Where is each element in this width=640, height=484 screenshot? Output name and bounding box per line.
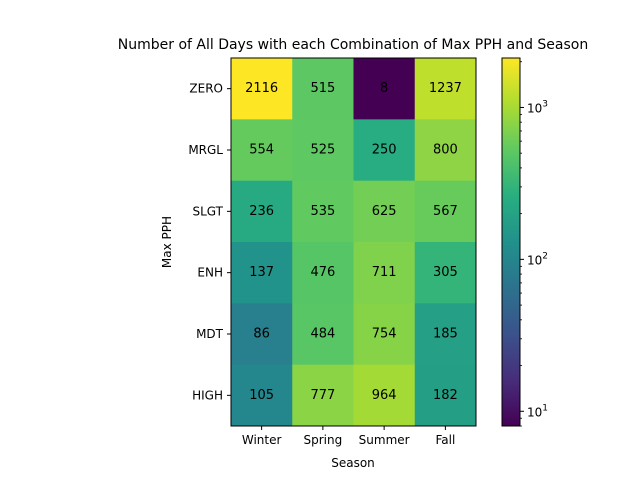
heatmap-cell (231, 58, 293, 120)
heatmap-cell (414, 119, 477, 182)
cell-value-label: 777 (310, 388, 335, 403)
heatmap-cell (414, 303, 477, 366)
heatmap-cell (292, 364, 354, 427)
cell-value-label: 800 (433, 143, 458, 158)
x-tick-label: Summer (359, 433, 410, 447)
colorbar-tick-label: 102 (527, 251, 548, 267)
cell-value-label: 105 (249, 388, 274, 403)
heatmap-cell-labels: 2116 515 8 1237 554 525 250 800 236 535 625 567 137 4… (245, 81, 462, 403)
cell-value-label: 250 (372, 143, 397, 158)
cell-value-label: 476 (310, 265, 335, 280)
x-tick-label: Winter (242, 433, 282, 447)
heatmap-cell (231, 364, 293, 427)
heatmap-cell (292, 303, 354, 366)
colorbar (501, 57, 521, 427)
cell-value-label: 1237 (429, 81, 462, 96)
heatmap-cells (231, 58, 477, 427)
y-axis-ticks: ZERO MRGL SLGT ENH MDT HIGH (188, 82, 231, 402)
y-tick-label: HIGH (192, 388, 223, 402)
y-tick-label: SLGT (192, 204, 223, 218)
heatmap-cell (414, 58, 477, 120)
heatmap-cell (414, 242, 477, 304)
heatmap-cell (353, 364, 416, 427)
cell-value-label: 182 (433, 388, 458, 403)
cell-value-label: 535 (310, 204, 335, 219)
x-tick-label: Spring (304, 433, 343, 447)
cell-value-label: 964 (372, 388, 397, 403)
cell-value-label: 554 (249, 143, 274, 158)
y-tick-label: MRGL (188, 143, 223, 157)
cell-value-label: 625 (372, 204, 397, 219)
heatmap-cell (231, 180, 293, 243)
cell-value-label: 484 (310, 327, 335, 342)
heatmap-cell (292, 119, 354, 182)
y-tick-label: ZERO (189, 82, 223, 96)
cell-value-label: 236 (249, 204, 274, 219)
heatmap-cell (231, 303, 293, 366)
colorbar-ticks: 101 102 103 (520, 61, 548, 427)
y-axis-label: Max PPH (160, 216, 174, 268)
cell-value-label: 754 (372, 327, 397, 342)
plot-frame (230, 57, 477, 427)
cell-value-label: 305 (433, 265, 458, 280)
cell-value-label: 525 (310, 143, 335, 158)
heatmap-cell (414, 364, 477, 427)
chart-title: Number of All Days with each Combination… (118, 37, 588, 53)
cell-value-label: 711 (372, 265, 397, 280)
cell-value-label: 567 (433, 204, 458, 219)
heatmap-cell (353, 242, 416, 304)
y-tick-label: MDT (196, 327, 224, 341)
cell-value-label: 2116 (245, 81, 278, 96)
cell-value-label: 515 (310, 81, 335, 96)
heatmap-cell (353, 303, 416, 366)
cell-value-label: 8 (380, 81, 388, 96)
heatmap-cell (353, 58, 416, 120)
colorbar-tick-label: 103 (527, 99, 548, 115)
heatmap-cell (414, 180, 477, 243)
heatmap-cell (292, 242, 354, 304)
heatmap-cell (353, 180, 416, 243)
x-axis-ticks: Winter Spring Summer Fall (242, 426, 455, 447)
heatmap-cell (231, 242, 293, 304)
cell-value-label: 86 (253, 327, 270, 342)
heatmap-cell (231, 119, 293, 182)
colorbar-tick-label: 101 (527, 403, 548, 419)
cell-value-label: 137 (249, 265, 274, 280)
cell-value-label: 185 (433, 327, 458, 342)
x-axis-label: Season (331, 456, 375, 470)
heatmap-cell (353, 119, 416, 182)
heatmap-cell (292, 58, 354, 120)
heatmap-cell (292, 180, 354, 243)
x-tick-label: Fall (435, 433, 455, 447)
y-tick-label: ENH (197, 266, 223, 280)
